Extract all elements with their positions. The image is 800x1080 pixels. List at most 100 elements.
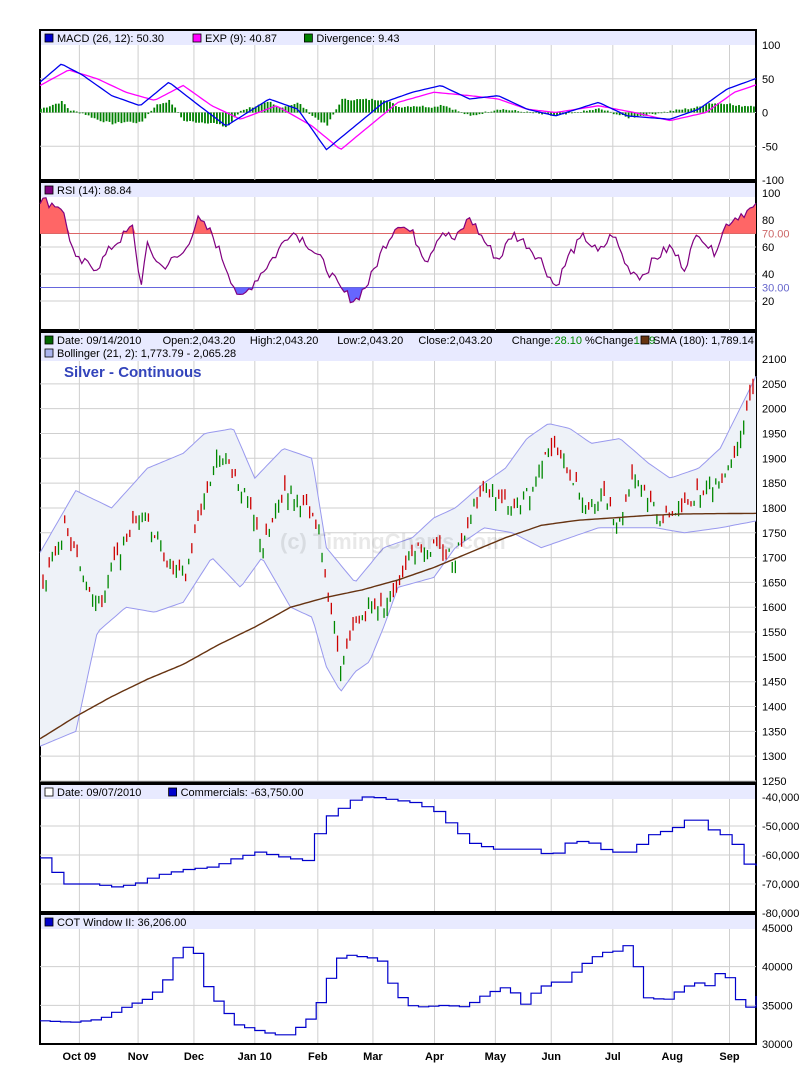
divergence-bar — [675, 109, 678, 113]
divergence-bar — [454, 109, 457, 113]
divergence-bar — [511, 110, 514, 113]
legend-swatch — [44, 33, 54, 43]
divergence-bar — [681, 109, 684, 113]
divergence-bar — [541, 112, 543, 115]
divergence-bar — [296, 102, 299, 113]
price-bars — [42, 378, 754, 682]
divergence-bar — [750, 105, 752, 113]
divergence-bar — [380, 100, 382, 113]
price-legend-entry: %Change: — [585, 335, 636, 347]
rsi-lower-label: 30.00 — [762, 283, 790, 295]
divergence-bar — [487, 112, 490, 113]
divergence-bar — [87, 112, 90, 116]
divergence-bar — [341, 98, 344, 113]
price-legend-entry: High:2,043.20 — [250, 335, 319, 347]
divergence-bar — [529, 112, 532, 113]
divergence-bar — [535, 112, 538, 113]
rsi-upper-label: 70.00 — [762, 229, 790, 241]
legend-entry: RSI (14): 88.84 — [57, 185, 132, 197]
y-tick-label: -40,000 — [762, 792, 799, 804]
divergence-bar — [284, 106, 287, 113]
divergence-bar — [126, 112, 129, 122]
divergence-bar — [403, 106, 406, 113]
legend-entry: MACD (26, 12): 50.30 — [57, 33, 164, 45]
divergence-bar — [585, 110, 588, 113]
divergence-bar — [302, 107, 305, 113]
divergence-bar — [102, 112, 105, 123]
divergence-bar — [323, 112, 326, 123]
divergence-bar — [615, 112, 618, 115]
divergence-bar — [720, 103, 722, 113]
divergence-bar — [224, 112, 227, 128]
x-tick-label: Feb — [308, 1051, 328, 1063]
divergence-bar — [245, 109, 248, 113]
x-tick-label: Oct 09 — [63, 1051, 97, 1063]
divergence-bar — [389, 101, 391, 113]
divergence-bar — [508, 110, 511, 113]
cot-legend-bar — [41, 915, 755, 929]
legend-swatch — [44, 917, 54, 927]
divergence-bar — [672, 111, 675, 113]
divergence-bar — [278, 107, 281, 113]
divergence-bar — [618, 112, 621, 116]
y-tick-label: 1950 — [762, 428, 786, 440]
divergence-bar — [436, 106, 439, 113]
divergence-bar — [678, 109, 681, 113]
bollinger-upper-line — [39, 375, 757, 582]
divergence-bar — [248, 107, 251, 113]
divergence-bar — [657, 112, 660, 114]
divergence-bar — [275, 107, 278, 113]
y-tick-label: 1700 — [762, 553, 786, 565]
divergence-bar — [457, 111, 460, 113]
divergence-bar — [577, 112, 579, 113]
y-tick-label: 1400 — [762, 702, 786, 714]
y-tick-label: -50 — [762, 141, 778, 153]
divergence-bar — [418, 106, 421, 113]
divergence-bar — [147, 112, 150, 115]
divergence-bar — [588, 110, 591, 113]
divergence-bar — [93, 112, 96, 119]
x-tick-label: Jul — [605, 1051, 621, 1063]
chart-title: Silver - Continuous — [64, 364, 202, 381]
divergence-bar — [162, 103, 165, 113]
divergence-bar — [114, 112, 117, 124]
divergence-bar — [201, 112, 203, 123]
divergence-bar — [329, 112, 332, 120]
divergence-bar — [553, 112, 555, 116]
commercials-line — [40, 796, 757, 888]
divergence-bar — [705, 104, 708, 113]
divergence-bar — [747, 106, 749, 113]
divergence-bar — [475, 112, 478, 116]
divergence-bar — [350, 100, 353, 113]
commercials-y-axis: -40,000 -50,000 -60,000 -70,000 -80,000 — [762, 792, 799, 920]
divergence-bar — [332, 112, 335, 115]
divergence-bar — [395, 106, 397, 113]
divergence-bar — [356, 99, 359, 113]
divergence-bar — [636, 112, 639, 118]
divergence-bar — [744, 105, 746, 113]
y-tick-label: 1800 — [762, 503, 786, 515]
cot-y-axis: 45000 40000 35000 30000 — [762, 923, 793, 1051]
divergence-bar — [666, 112, 669, 113]
divergence-bar — [105, 112, 108, 122]
divergence-bar — [254, 106, 257, 113]
divergence-bar — [714, 103, 717, 113]
legend-swatch — [640, 335, 650, 345]
divergence-bar — [600, 109, 603, 113]
y-tick-label: 1500 — [762, 652, 786, 664]
price-legend-entry: Low:2,043.20 — [337, 335, 403, 347]
price-legend-entry: Date: 09/14/2010 — [57, 335, 141, 347]
y-tick-label: 1250 — [762, 776, 786, 788]
divergence-bar — [186, 112, 188, 122]
divergence-bar — [236, 112, 239, 115]
y-tick-label: 100 — [762, 40, 780, 52]
divergence-bar — [409, 106, 412, 113]
divergence-bar — [520, 111, 523, 113]
cot-panel: COT Window II: 36,206.00 45000 40000 35000… — [39, 913, 793, 1051]
divergence-bar — [210, 112, 212, 123]
divergence-bar — [54, 103, 57, 113]
watermark: (c) TimingCharts.com — [280, 529, 506, 554]
legend-swatch — [168, 787, 178, 797]
x-tick-label: Aug — [662, 1051, 683, 1063]
divergence-bar — [565, 112, 567, 115]
